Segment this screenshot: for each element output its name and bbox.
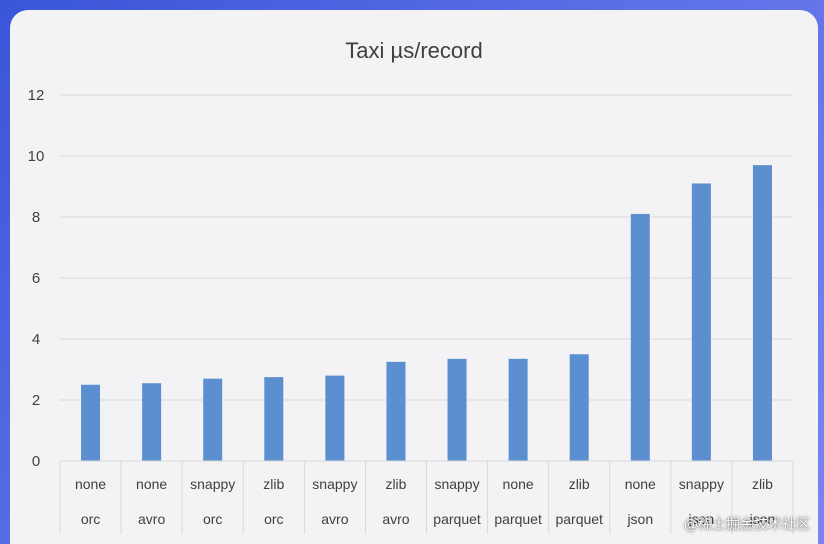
x-tick-label: orc: [203, 511, 222, 527]
x-tick-label: avro: [138, 511, 165, 527]
x-tick-label: json: [749, 511, 776, 527]
x-tick-label: orc: [81, 511, 100, 527]
bars: [81, 165, 772, 461]
x-tick-label: json: [626, 511, 653, 527]
x-tick-label: snappy: [190, 476, 235, 492]
x-tick-label: zlib: [569, 476, 590, 492]
gridlines: [60, 94, 793, 462]
y-tick-label: 6: [32, 270, 40, 287]
y-tick-label: 2: [32, 392, 40, 409]
bar-chart: Taxi µs/record 0 2 4 6 8 10 12 none orc none avro…: [28, 38, 794, 534]
y-tick-label: 8: [32, 209, 40, 226]
bar: [325, 375, 345, 461]
y-tick-label: 4: [32, 331, 40, 348]
x-tick-label: snappy: [679, 476, 724, 492]
bar: [264, 377, 284, 461]
bar: [447, 358, 467, 461]
bar: [142, 383, 162, 461]
x-tick-label: none: [75, 476, 106, 492]
x-tick-label: none: [503, 476, 534, 492]
chart-panel: Taxi µs/record 0 2 4 6 8 10 12 none orc none avro…: [10, 10, 818, 544]
x-tick-label: json: [688, 511, 715, 527]
x-tick-label: orc: [264, 511, 283, 527]
bar: [569, 354, 589, 461]
x-tick-label: parquet: [433, 511, 481, 527]
bar: [752, 165, 772, 461]
y-tick-label: 12: [28, 87, 45, 104]
y-tick-label: 0: [32, 453, 40, 470]
x-tick-label: none: [136, 476, 167, 492]
bar: [630, 213, 650, 461]
x-tick-label: zlib: [263, 476, 284, 492]
x-tick-label: snappy: [434, 476, 479, 492]
bar: [203, 378, 223, 461]
x-tick-label: zlib: [385, 476, 406, 492]
x-axis: none orc none avro snappy orc zlib orc snappy avr…: [59, 460, 794, 534]
bar: [81, 384, 101, 461]
y-tick-label: 10: [28, 148, 45, 165]
x-tick-label: avro: [382, 511, 409, 527]
watermark: @稀土掘金技术社区: [684, 517, 810, 533]
chart-title: Taxi µs/record: [345, 38, 482, 63]
x-tick-label: none: [625, 476, 656, 492]
x-tick-label: snappy: [312, 476, 357, 492]
x-tick-label: parquet: [555, 511, 603, 527]
x-tick-label: zlib: [752, 476, 773, 492]
bar: [691, 183, 711, 461]
x-tick-label: parquet: [494, 511, 542, 527]
y-axis: 0 2 4 6 8 10 12: [28, 87, 45, 470]
bar: [508, 358, 528, 461]
bar: [386, 361, 406, 461]
x-tick-label: avro: [321, 511, 348, 527]
